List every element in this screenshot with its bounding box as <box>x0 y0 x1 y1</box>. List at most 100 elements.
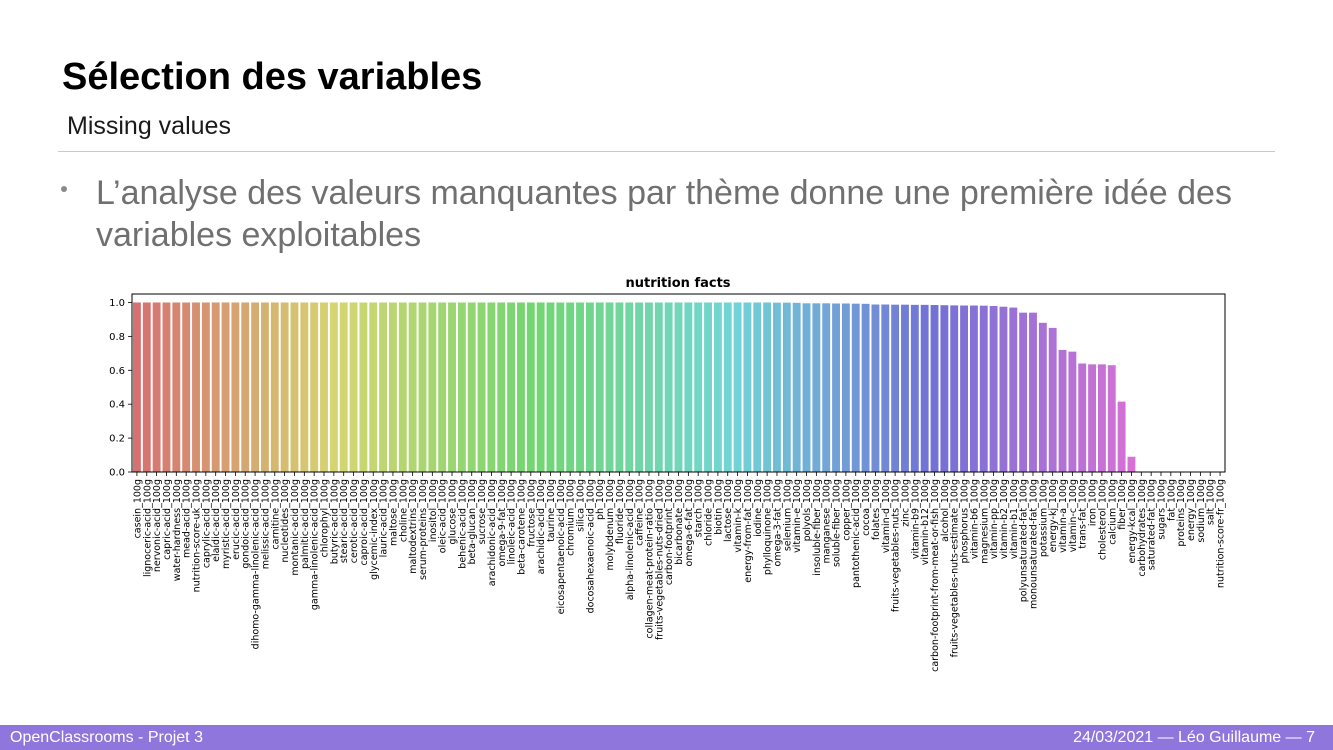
bar-lauric-acid_100g <box>379 302 388 472</box>
bar-vitamin-e_100g <box>792 302 801 472</box>
bar-omega-3-fat_100g <box>773 302 781 472</box>
x-tick-label: gondoic-acid_100g <box>241 479 252 569</box>
x-tick-label: vitamin-k_100g <box>733 479 744 553</box>
x-tick-label: energy-kj_100g <box>1048 479 1059 552</box>
x-tick-label: vitamin-b12_100g <box>920 479 931 565</box>
bar-fiber_100g <box>1117 401 1126 472</box>
x-tick-label: vitamin-b2_100g <box>999 479 1010 559</box>
bar-vitamin-b1_100g <box>1009 307 1018 472</box>
x-tick-label: behenic-acid_100g <box>457 479 468 569</box>
bar-docosahexaenoic-acid_100g <box>585 302 594 472</box>
bar-polyols_100g <box>802 303 811 472</box>
bar-sucrose_100g <box>477 302 486 472</box>
x-tick-label: carbohydrates_100g <box>1137 479 1148 577</box>
bar-nervonic-acid_100g <box>152 302 161 472</box>
bar-alpha-linolenic-acid_100g <box>625 302 634 472</box>
x-tick-label: vitamin-b9_100g <box>910 479 921 559</box>
x-tick-label: polyols_100g <box>802 479 813 541</box>
x-tick-label: biotin_100g <box>713 479 724 535</box>
x-tick-label: butyric-acid_100g <box>329 479 340 564</box>
bar-pantothenic-acid_100g <box>851 303 860 472</box>
y-tick-label: 1.0 <box>109 298 125 309</box>
bar-monounsaturated-fat_100g <box>1029 312 1037 472</box>
title-divider <box>58 151 1275 152</box>
x-tick-label: lactose_100g <box>723 479 734 542</box>
bar-fruits-vegetables-nuts_100g <box>891 304 900 472</box>
bar-cholesterol_100g <box>1097 364 1106 472</box>
bar-caprylic-acid_100g <box>201 302 210 472</box>
bar-bicarbonate_100g <box>674 302 683 472</box>
x-tick-label: vitamin-e_100g <box>792 479 803 553</box>
bar-magnesium_100g <box>979 305 988 472</box>
bar-cocoa_100g <box>861 303 870 472</box>
x-tick-label: docosahexaenoic-acid_100g <box>585 479 596 613</box>
x-tick-label: palmitic-acid_100g <box>300 479 311 569</box>
y-axis: 0.0 0.2 0.4 0.6 0.8 1.0 <box>109 298 132 479</box>
bar-vitamin-c_100g <box>1068 351 1077 472</box>
bar-biotin_100g <box>713 302 722 472</box>
bar-silica_100g <box>576 302 584 472</box>
x-tick-label: carnitine_100g <box>270 479 281 550</box>
x-tick-label: capric-acid_100g <box>162 479 173 560</box>
bar-chloride_100g <box>704 302 712 472</box>
x-tick-label: potassium_100g <box>1038 479 1049 557</box>
bar-nucleotides_100g <box>280 302 289 472</box>
x-tick-label: calcium_100g <box>1107 479 1118 545</box>
bar-omega-9-fat_100g <box>497 302 506 472</box>
bar-maltodextrins_100g <box>408 302 417 472</box>
x-tick-label: monounsaturated-fat_100g <box>1028 479 1039 609</box>
x-tick-label: dihomo-gamma-linolenic-acid_100g <box>251 479 262 649</box>
x-tick-label: arachidic-acid_100g <box>536 479 547 574</box>
x-tick-label: molybdenum_100g <box>605 479 616 570</box>
x-tick-label: choline_100g <box>398 479 409 542</box>
bar-dihomo-gamma-linolenic-acid_100g <box>251 302 260 472</box>
bar-inositol_100g <box>428 302 437 472</box>
chart-title: nutrition facts <box>625 276 730 291</box>
y-tick-label: 0.8 <box>109 332 125 343</box>
bar-soluble-fiber_100g <box>832 303 840 472</box>
x-tick-label: mead-acid_100g <box>182 479 193 558</box>
bar-behenic-acid_100g <box>457 302 466 472</box>
footer-left-text: OpenClassrooms - Projet 3 <box>10 729 203 746</box>
bar-lignoceric-acid_100g <box>142 302 151 472</box>
x-tick-label: magnesium_100g <box>979 479 990 564</box>
x-tick-label: proteins_100g <box>1176 479 1187 547</box>
bar-mead-acid_100g <box>182 302 191 472</box>
x-tick-label: soluble-fiber_100g <box>832 479 843 567</box>
x-tick-label: vitamin-b6_100g <box>969 479 980 559</box>
bar-capric-acid_100g <box>162 302 171 472</box>
bar-glucose_100g <box>448 302 456 472</box>
bar-polyunsaturated-fat_100g <box>1019 312 1028 472</box>
x-tick-label: trans-fat_100g <box>1078 479 1089 549</box>
nutrition-facts-chart: nutrition facts 0.0 0.2 0.4 0.6 0.8 1.0 casei… <box>109 276 1226 672</box>
bar-elaidic-acid_100g <box>211 302 220 472</box>
x-tick-label: sucrose_100g <box>477 479 488 544</box>
bullet-text: L’analyse des valeurs manquantes par thè… <box>96 174 1232 254</box>
x-tick-label: omega-3-fat_100g <box>772 479 783 566</box>
x-tick-label: vitamin-d_100g <box>881 479 892 553</box>
x-tick-label: manganese_100g <box>822 479 833 564</box>
x-tick-label: myristic-acid_100g <box>221 479 232 569</box>
x-tick-label: sugars_100g <box>1157 479 1168 540</box>
bar-zinc_100g <box>901 304 909 472</box>
bar-trans-fat_100g <box>1078 363 1087 472</box>
x-tick-label: omega-6-fat_100g <box>684 479 695 566</box>
x-tick-label: polyunsaturated-fat_100g <box>1019 479 1030 602</box>
bar-fruits-vegetables-nuts-estimate_100g <box>950 305 959 472</box>
x-tick-label: fat_100g <box>1166 479 1177 521</box>
x-tick-label: fruits-vegetables-nuts-dried_100g <box>654 479 665 640</box>
x-tick-label: montanic-acid_100g <box>290 479 301 576</box>
bar-omega-6-fat_100g <box>684 302 693 472</box>
plot-frame <box>131 293 1226 473</box>
bar-stearic-acid_100g <box>339 302 348 472</box>
x-tick-label: lignoceric-acid_100g <box>142 479 153 577</box>
x-tick-label: melissic-acid_100g <box>260 479 271 569</box>
x-tick-label: chloride_100g <box>704 479 715 546</box>
x-tick-label: stearic-acid_100g <box>339 479 350 563</box>
bar-oleic-acid_100g <box>438 302 447 472</box>
bar-cerotic-acid_100g <box>349 302 358 472</box>
x-tick-label: starch_100g <box>694 479 705 537</box>
bar-vitamin-d_100g <box>881 304 890 472</box>
x-tick-label: arachidonic-acid_100g <box>487 479 498 586</box>
bar-carnitine_100g <box>270 302 279 472</box>
